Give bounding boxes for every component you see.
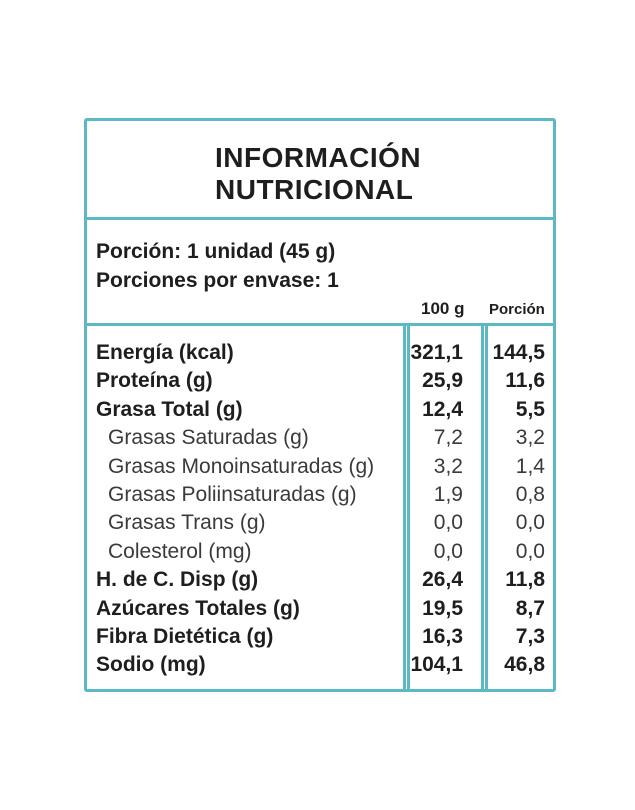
value-per-portion: 46,8 xyxy=(504,653,545,677)
nutrient-name: Grasa Total (g) xyxy=(96,397,243,421)
nutrient-name: Proteína (g) xyxy=(96,369,213,393)
nutrient-name: Grasas Saturadas (g) xyxy=(108,426,309,450)
table-row: Sodio (mg) 104,1 46,8 xyxy=(87,651,553,679)
nutrient-table: Energía (kcal) 321,1 144,5 Proteína (g) … xyxy=(87,339,553,680)
nutrition-facts-label: INFORMACIÓN NUTRICIONAL Porción: 1 unida… xyxy=(84,118,556,692)
value-per-100g: 12,4 xyxy=(422,397,463,421)
column-header-portion: Porción xyxy=(489,301,545,318)
value-per-portion: 7,3 xyxy=(515,624,545,648)
label-title-line-1: INFORMACIÓN xyxy=(215,142,422,173)
value-per-100g: 0,0 xyxy=(433,511,463,535)
value-per-portion: 1,4 xyxy=(515,454,545,478)
column-divider-2 xyxy=(481,326,488,689)
value-per-100g: 16,3 xyxy=(422,624,463,648)
label-header: INFORMACIÓN NUTRICIONAL xyxy=(87,121,553,220)
value-per-portion: 0,0 xyxy=(515,539,545,563)
column-header-100g: 100 g xyxy=(421,299,465,318)
value-per-100g: 1,9 xyxy=(433,482,463,506)
servings-per-container: Porciones por envase: 1 xyxy=(96,269,339,292)
value-per-100g: 19,5 xyxy=(422,596,463,620)
table-row: Grasas Monoinsaturadas (g) 3,2 1,4 xyxy=(87,453,553,481)
value-per-portion: 0,8 xyxy=(515,482,545,506)
table-row: Colesterol (mg) 0,0 0,0 xyxy=(87,538,553,566)
table-row: Azúcares Totales (g) 19,5 8,7 xyxy=(87,595,553,623)
table-row: Proteína (g) 25,9 11,6 xyxy=(87,367,553,395)
value-per-100g: 25,9 xyxy=(422,369,463,393)
nutrient-name: Energía (kcal) xyxy=(96,341,234,364)
value-per-portion: 3,2 xyxy=(515,426,545,450)
table-row: Grasas Trans (g) 0,0 0,0 xyxy=(87,509,553,537)
value-per-100g: 0,0 xyxy=(433,539,463,563)
serving-size: Porción: 1 unidad (45 g) xyxy=(96,240,336,263)
value-per-portion: 11,6 xyxy=(505,369,545,393)
table-row: Grasas Poliinsaturadas (g) 1,9 0,8 xyxy=(87,481,553,509)
value-per-portion: 0,0 xyxy=(515,511,545,535)
value-per-100g: 3,2 xyxy=(433,454,463,478)
nutrient-name: Grasas Monoinsaturadas (g) xyxy=(108,454,375,478)
nutrient-name: Colesterol (mg) xyxy=(108,539,252,563)
value-per-100g: 26,4 xyxy=(422,568,463,592)
table-row: Grasas Saturadas (g) 7,2 3,2 xyxy=(87,424,553,452)
table-row: H. de C. Disp (g) 26,4 11,8 xyxy=(87,566,553,594)
value-per-100g: 7,2 xyxy=(433,426,463,450)
value-per-portion: 144,5 xyxy=(492,341,545,364)
table-row: Grasa Total (g) 12,4 5,5 xyxy=(87,396,553,424)
value-per-100g: 104,1 xyxy=(410,653,463,677)
table-row: Fibra Dietética (g) 16,3 7,3 xyxy=(87,623,553,651)
nutrient-name: Sodio (mg) xyxy=(96,653,206,677)
nutrient-name: Grasas Trans (g) xyxy=(108,511,266,535)
nutrient-name: Grasas Poliinsaturadas (g) xyxy=(108,482,357,506)
value-per-portion: 8,7 xyxy=(515,596,545,620)
header-divider xyxy=(87,323,553,326)
nutrient-name: Azúcares Totales (g) xyxy=(96,596,300,620)
label-title-line-2: NUTRICIONAL xyxy=(215,174,414,205)
value-per-100g: 321,1 xyxy=(410,341,463,364)
nutrient-name: H. de C. Disp (g) xyxy=(96,568,259,592)
value-per-portion: 11,8 xyxy=(505,568,545,592)
nutrient-name: Fibra Dietética (g) xyxy=(96,624,274,648)
table-row: Energía (kcal) 321,1 144,5 xyxy=(87,339,553,367)
value-per-portion: 5,5 xyxy=(515,397,545,421)
column-divider-1 xyxy=(403,326,410,689)
